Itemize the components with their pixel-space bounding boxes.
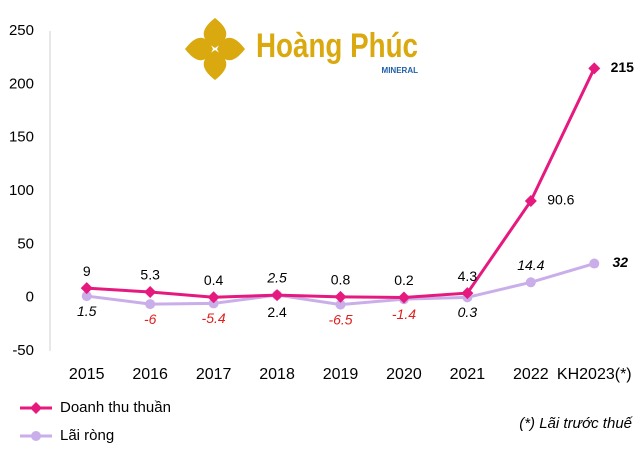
x-tick-label: 2022 xyxy=(513,366,549,383)
marker xyxy=(397,291,410,304)
marker xyxy=(208,298,219,309)
value-label: -5.4 xyxy=(202,310,226,326)
value-label: 0.8 xyxy=(331,272,351,288)
value-label: -6 xyxy=(144,311,157,327)
y-tick-label: 250 xyxy=(9,22,34,39)
value-label: 2.4 xyxy=(267,304,287,320)
marker xyxy=(144,286,157,299)
value-label: 14.4 xyxy=(517,257,544,273)
x-tick-label: 2020 xyxy=(386,366,422,383)
y-tick-label: 150 xyxy=(9,129,34,146)
y-tick-label: 50 xyxy=(17,235,34,252)
value-label: 2.5 xyxy=(266,270,287,286)
legend-label: Doanh thu thuần xyxy=(60,399,171,416)
logo-icon xyxy=(185,18,245,80)
marker xyxy=(271,289,284,302)
marker xyxy=(145,299,156,310)
marker xyxy=(30,402,42,414)
y-tick-label: -50 xyxy=(12,342,34,359)
y-tick-label: 0 xyxy=(26,289,34,306)
footnote: (*) Lãi trước thuế xyxy=(519,415,633,432)
marker xyxy=(81,291,92,302)
x-tick-label: 2018 xyxy=(259,366,295,383)
marker xyxy=(31,431,41,441)
value-label: 32 xyxy=(612,254,628,270)
logo-name: Hoàng Phúc xyxy=(256,27,418,65)
value-label: 0.2 xyxy=(394,272,414,288)
value-label: 90.6 xyxy=(547,192,574,208)
value-label: 9 xyxy=(83,263,91,279)
value-label: 1.5 xyxy=(77,303,97,319)
value-label: -1.4 xyxy=(392,306,416,322)
value-label: 215 xyxy=(611,59,635,75)
logo-sub: MINERAL xyxy=(382,66,419,75)
x-tick-label: KH2023(*) xyxy=(557,366,632,383)
marker xyxy=(525,277,536,288)
y-tick-label: 100 xyxy=(9,182,34,199)
marker xyxy=(334,290,347,303)
x-tick-label: 2019 xyxy=(323,366,359,383)
marker xyxy=(80,282,93,295)
marker xyxy=(588,62,601,75)
marker xyxy=(207,291,220,304)
value-label: -6.5 xyxy=(328,311,352,327)
x-tick-label: 2017 xyxy=(196,366,232,383)
value-label: 0.4 xyxy=(204,272,224,288)
value-label: 5.3 xyxy=(140,267,160,283)
x-tick-label: 2016 xyxy=(132,366,168,383)
marker xyxy=(589,258,600,269)
legend-label: Lãi ròng xyxy=(60,427,114,444)
marker xyxy=(335,299,346,310)
value-label: 0.3 xyxy=(458,304,478,320)
marker xyxy=(461,287,474,300)
value-label: 4.3 xyxy=(458,268,478,284)
x-tick-label: 2015 xyxy=(69,366,105,383)
y-tick-label: 200 xyxy=(9,75,34,92)
x-tick-label: 2021 xyxy=(450,366,486,383)
marker xyxy=(524,195,537,208)
